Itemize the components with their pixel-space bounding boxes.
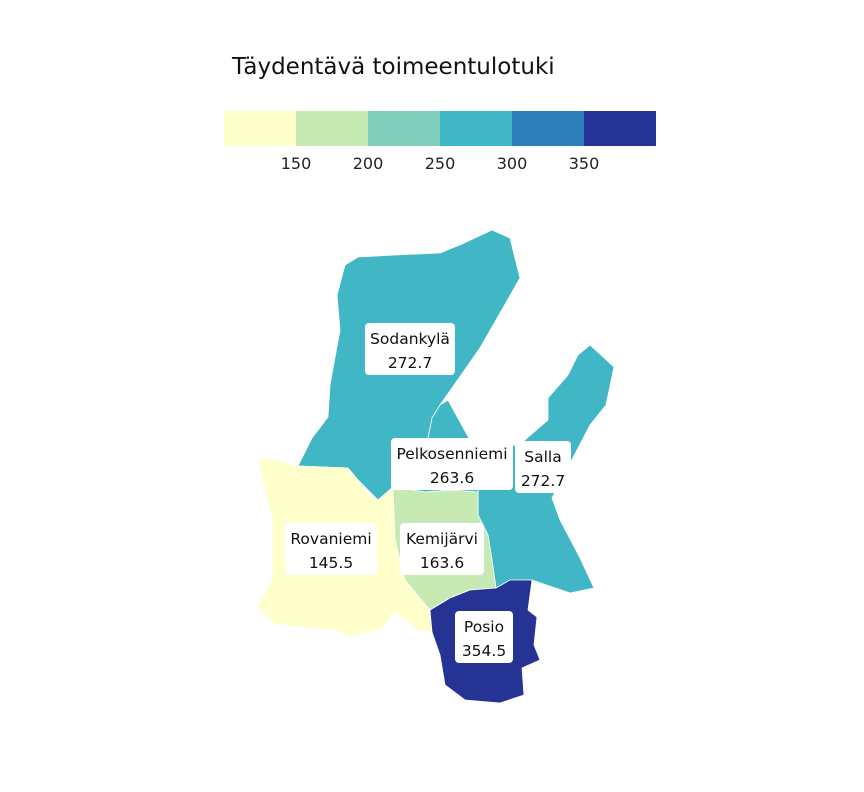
label-pelkosenniemi: Pelkosenniemi 263.6 xyxy=(391,438,513,490)
label-rovaniemi-name: Rovaniemi xyxy=(290,530,371,548)
label-sodankyla-name: Sodankylä xyxy=(370,330,450,348)
label-posio-name: Posio xyxy=(464,618,504,636)
legend-ticks: 150 200 250 300 350 xyxy=(224,146,656,176)
legend-swatch xyxy=(440,111,512,146)
label-posio-value: 354.5 xyxy=(462,642,506,660)
label-rovaniemi: Rovaniemi 145.5 xyxy=(285,523,377,575)
legend-swatch xyxy=(224,111,296,146)
label-salla-value: 272.7 xyxy=(521,472,565,490)
label-sodankyla: Sodankylä 272.7 xyxy=(365,323,455,375)
legend-swatch xyxy=(296,111,368,146)
label-kemijarvi-name: Kemijärvi xyxy=(406,530,478,548)
legend-tick-label: 350 xyxy=(568,154,600,173)
label-posio: Posio 354.5 xyxy=(455,611,513,663)
map-title: Täydentävä toimeentulotuki xyxy=(232,54,555,80)
label-sodankyla-value: 272.7 xyxy=(388,354,432,372)
legend-tick-label: 150 xyxy=(280,154,312,173)
legend-tick-label: 200 xyxy=(352,154,384,173)
color-legend: 150 200 250 300 350 xyxy=(224,111,656,176)
label-pelkosenniemi-name: Pelkosenniemi xyxy=(396,445,507,463)
legend-tick-label: 250 xyxy=(424,154,456,173)
legend-color-bar xyxy=(224,111,656,146)
label-salla-name: Salla xyxy=(524,448,561,466)
label-salla: Salla 272.7 xyxy=(515,441,571,493)
legend-swatch xyxy=(512,111,584,146)
label-kemijarvi: Kemijärvi 163.6 xyxy=(400,523,484,575)
label-pelkosenniemi-value: 263.6 xyxy=(430,469,474,487)
label-rovaniemi-value: 145.5 xyxy=(309,554,353,572)
legend-tick-label: 300 xyxy=(496,154,528,173)
legend-swatch xyxy=(368,111,440,146)
label-kemijarvi-value: 163.6 xyxy=(420,554,464,572)
legend-swatch xyxy=(584,111,656,146)
